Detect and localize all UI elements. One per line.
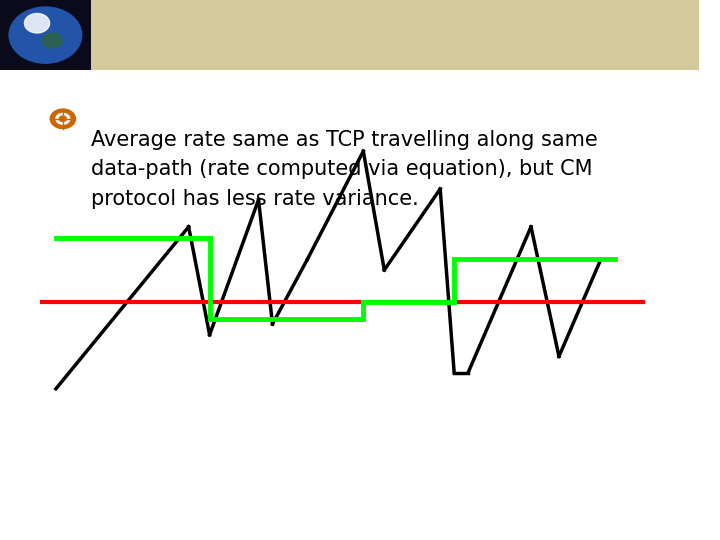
Text: Average rate same as TCP travelling along same: Average rate same as TCP travelling alon… bbox=[91, 130, 598, 150]
Text: protocol has less rate variance.: protocol has less rate variance. bbox=[91, 189, 418, 209]
Text: data-path (rate computed via equation), but CM: data-path (rate computed via equation), … bbox=[91, 159, 593, 179]
Circle shape bbox=[59, 116, 66, 122]
Circle shape bbox=[42, 33, 62, 48]
Circle shape bbox=[56, 113, 70, 124]
Circle shape bbox=[9, 7, 82, 63]
Circle shape bbox=[24, 14, 50, 33]
FancyBboxPatch shape bbox=[0, 0, 91, 70]
FancyBboxPatch shape bbox=[0, 0, 698, 70]
Circle shape bbox=[50, 109, 76, 129]
